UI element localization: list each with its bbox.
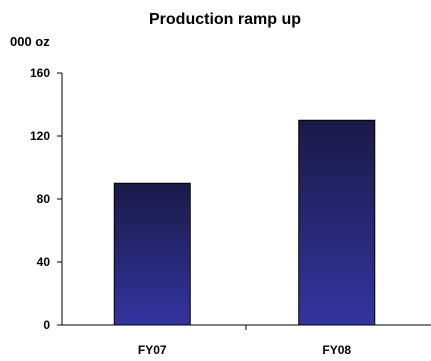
y-tick-label: 0 <box>43 318 50 332</box>
x-axis-labels: FY07 FY08 <box>138 343 352 357</box>
y-tick-label: 120 <box>30 129 50 143</box>
y-tick-label: 40 <box>37 255 51 269</box>
y-tick-label: 160 <box>30 66 50 80</box>
y-tick-label: 80 <box>37 192 51 206</box>
chart-title: Production ramp up <box>149 11 301 28</box>
x-tick-label-fy07: FY07 <box>138 343 167 357</box>
bar-fy07 <box>113 182 191 326</box>
y-axis-ticks: 0 40 80 120 160 <box>30 66 62 332</box>
bars <box>113 119 376 326</box>
x-tick-label-fy08: FY08 <box>322 343 351 357</box>
bar-fy08 <box>298 119 376 326</box>
y-axis-unit-label: 000 oz <box>10 34 50 49</box>
